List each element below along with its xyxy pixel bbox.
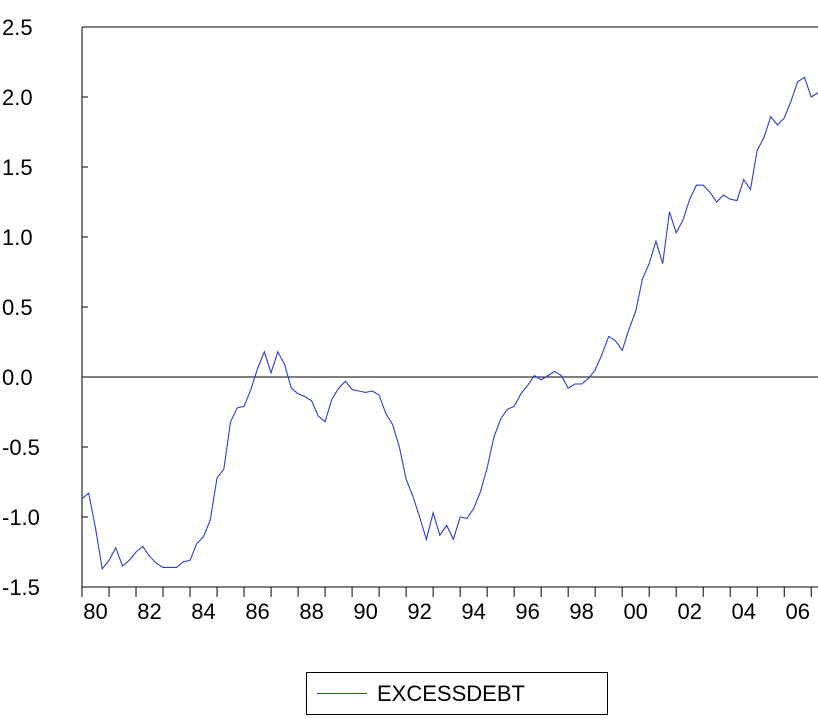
y-tick-label: 2.0 [2, 85, 33, 110]
y-axis: -1.5 -1.0 -0.5 0.0 0.5 1.0 1.5 2.0 2.5 [2, 15, 88, 600]
x-tick-label: 96 [515, 599, 539, 624]
y-tick-label: -1.5 [2, 575, 40, 600]
x-tick-label: 00 [623, 599, 647, 624]
x-tick-label: 84 [191, 599, 215, 624]
x-tick-label: 90 [353, 599, 377, 624]
series-line-excessdebt [81, 76, 818, 571]
y-tick-label: -0.5 [2, 435, 40, 460]
legend-label-excessdebt: EXCESSDEBT [377, 680, 525, 706]
y-tick-label: 0.0 [2, 365, 33, 390]
x-tick-label: 88 [299, 599, 323, 624]
x-tick-label: 98 [569, 599, 593, 624]
x-tick-label: 92 [407, 599, 431, 624]
x-tick-label: 02 [677, 599, 701, 624]
x-tick-label: 06 [786, 599, 810, 624]
legend: EXCESSDEBT [306, 672, 608, 715]
x-tick-label: 04 [731, 599, 755, 624]
legend-swatch [317, 693, 367, 694]
x-tick-label: 82 [137, 599, 161, 624]
y-tick-label: -1.0 [2, 505, 40, 530]
x-tick-label: 86 [245, 599, 269, 624]
plot-frame [81, 26, 818, 588]
y-tick-label: 1.5 [2, 155, 33, 180]
y-tick-label: 0.5 [2, 295, 33, 320]
x-tick-label: 80 [83, 599, 107, 624]
x-tick-label: 94 [461, 599, 485, 624]
x-axis: 80 82 84 86 88 90 92 94 96 98 00 02 04 06 [81, 587, 812, 624]
y-tick-label: 2.5 [2, 15, 33, 40]
series-layer [81, 76, 818, 571]
y-tick-label: 1.0 [2, 225, 33, 250]
